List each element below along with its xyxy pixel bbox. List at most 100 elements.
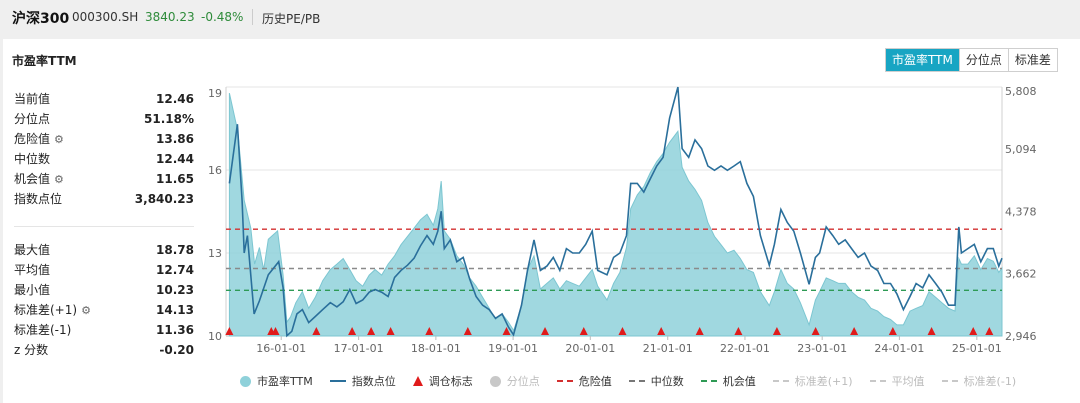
stat-label: 机会值 — [14, 172, 51, 186]
rebalance-marker — [348, 327, 357, 335]
stat-label: 标准差(-1) — [14, 323, 72, 337]
rebalance-marker — [367, 327, 376, 335]
stat-value: 51.18% — [144, 112, 194, 126]
y-left-tick-label: 19 — [208, 87, 222, 100]
header-divider — [252, 9, 253, 25]
legend-label: 市盈率TTM — [257, 375, 313, 388]
y-right-tick-label: 4,378 — [1005, 205, 1037, 218]
dash-legend-icon — [628, 380, 645, 382]
legend-item[interactable]: 市盈率TTM — [240, 372, 313, 390]
rebalance-marker — [618, 327, 627, 335]
stat-label: 标准差(+1) — [14, 303, 78, 317]
legend-label: 机会值 — [722, 375, 756, 388]
stat-value: 18.78 — [156, 243, 194, 257]
legend-item[interactable]: 中位数 — [628, 372, 684, 390]
gear-icon[interactable]: ⚙ — [81, 304, 91, 317]
stat-value: 12.74 — [156, 263, 194, 277]
dash-legend-icon — [869, 380, 886, 382]
tab-percentile[interactable]: 分位点 — [959, 49, 1009, 71]
index-name: 沪深300 — [12, 11, 70, 27]
legend-item[interactable]: 标准差(+1) — [772, 372, 853, 390]
metric-tabs: 市盈率TTM 分位点 标准差 — [885, 48, 1058, 72]
panel-title: 市盈率TTM — [12, 54, 77, 68]
rebalance-marker — [811, 327, 820, 335]
legend-item[interactable]: 指数点位 — [329, 372, 396, 390]
x-tick-label: 17-01-01 — [334, 342, 384, 355]
legend-label: 指数点位 — [351, 375, 396, 388]
rebalance-marker — [502, 327, 511, 335]
rebalance-marker — [541, 327, 550, 335]
y-left-tick-label: 13 — [208, 247, 222, 260]
legend-label: 中位数 — [650, 375, 684, 388]
y-right-tick-label: 3,662 — [1005, 268, 1037, 281]
stat-row-percentile: 分位点 51.18% — [14, 109, 194, 129]
stat-value: 11.65 — [156, 172, 194, 186]
legend-item[interactable]: 分位点 — [489, 372, 540, 390]
legend-label: 标准差(-1) — [963, 375, 1017, 388]
y-right-tick-label: 5,094 — [1005, 143, 1037, 156]
x-tick-label: 22-01-01 — [720, 342, 770, 355]
index-price: 3840.23 — [145, 10, 195, 24]
stat-value: -0.20 — [159, 343, 194, 357]
legend-item[interactable]: 机会值 — [700, 372, 756, 390]
dash-legend-icon — [941, 380, 958, 382]
legend-label: 危险值 — [578, 375, 612, 388]
stat-label: 指数点位 — [14, 192, 63, 206]
stat-label: 当前值 — [14, 92, 51, 106]
chart-legend: 市盈率TTM 指数点位 调仓标志 分位点 危险值 中位数 机会值 标准差(+1) 平均值 标准差(… — [240, 372, 1033, 390]
circle-legend-icon — [489, 375, 501, 387]
stat-row-max: 最大值 18.78 — [14, 240, 194, 260]
rebalance-marker — [579, 327, 588, 335]
legend-label: 标准差(+1) — [794, 375, 853, 388]
rebalance-marker — [425, 327, 434, 335]
rebalance-marker — [969, 327, 978, 335]
tab-std-dev[interactable]: 标准差 — [1008, 49, 1057, 71]
pe-ttm-area — [228, 92, 1003, 337]
stat-label: 最小值 — [14, 283, 51, 297]
stat-value: 14.13 — [156, 303, 194, 317]
dash-legend-icon — [556, 380, 573, 382]
index-level-line — [228, 86, 1003, 338]
x-tick-label: 19-01-01 — [488, 342, 538, 355]
tab-pe-ttm[interactable]: 市盈率TTM — [886, 49, 960, 71]
legend-item[interactable]: 标准差(-1) — [941, 372, 1017, 390]
stat-label: 危险值 — [14, 132, 51, 146]
rebalance-marker — [271, 327, 280, 335]
x-tick-label: 16-01-01 — [256, 342, 306, 355]
gear-icon[interactable]: ⚙ — [54, 133, 64, 146]
rebalance-marker — [463, 327, 472, 335]
rebalance-marker — [695, 327, 704, 335]
y-right-tick-label: 5,808 — [1005, 85, 1037, 98]
history-pe-pb-link[interactable]: 历史PE/PB — [262, 12, 321, 26]
legend-item[interactable]: 调仓标志 — [412, 372, 473, 390]
rebalance-marker — [888, 327, 897, 335]
stat-value: 12.46 — [156, 92, 194, 106]
x-tick-label: 21-01-01 — [643, 342, 693, 355]
stats-top: 当前值 12.46 分位点 51.18% 危险值 ⚙ 13.86 中位数 12.44 机会… — [14, 89, 194, 209]
legend-item[interactable]: 平均值 — [869, 372, 925, 390]
x-tick-label: 18-01-01 — [411, 342, 461, 355]
stat-row-std-plus: 标准差(+1) ⚙ 14.13 — [14, 300, 194, 320]
stat-row-index-level: 指数点位 3,840.23 — [14, 189, 194, 209]
stat-row-z-score: z 分数 -0.20 — [14, 340, 194, 360]
stat-value: 12.44 — [156, 152, 194, 166]
stat-label: 最大值 — [14, 243, 51, 257]
legend-label: 调仓标志 — [428, 375, 473, 388]
stat-row-std-minus: 标准差(-1) 11.36 — [14, 320, 194, 340]
rebalance-marker — [850, 327, 859, 335]
legend-item[interactable]: 危险值 — [556, 372, 612, 390]
stats-bottom: 最大值 18.78 平均值 12.74 最小值 10.23 标准差(+1) ⚙ 14.13… — [14, 240, 194, 360]
stat-label: 中位数 — [14, 152, 51, 166]
y-left-tick-label: 16 — [208, 164, 222, 177]
x-tick-label: 20-01-01 — [565, 342, 615, 355]
stat-label: z 分数 — [14, 343, 49, 357]
rebalance-marker — [772, 327, 781, 335]
rebalance-marker — [657, 327, 666, 335]
stat-label: 分位点 — [14, 112, 51, 126]
stat-row-min: 最小值 10.23 — [14, 280, 194, 300]
y-right-tick-label: 2,946 — [1005, 330, 1037, 343]
index-code: 000300.SH — [72, 10, 139, 24]
line-legend-icon — [329, 380, 346, 382]
gear-icon[interactable]: ⚙ — [54, 173, 64, 186]
